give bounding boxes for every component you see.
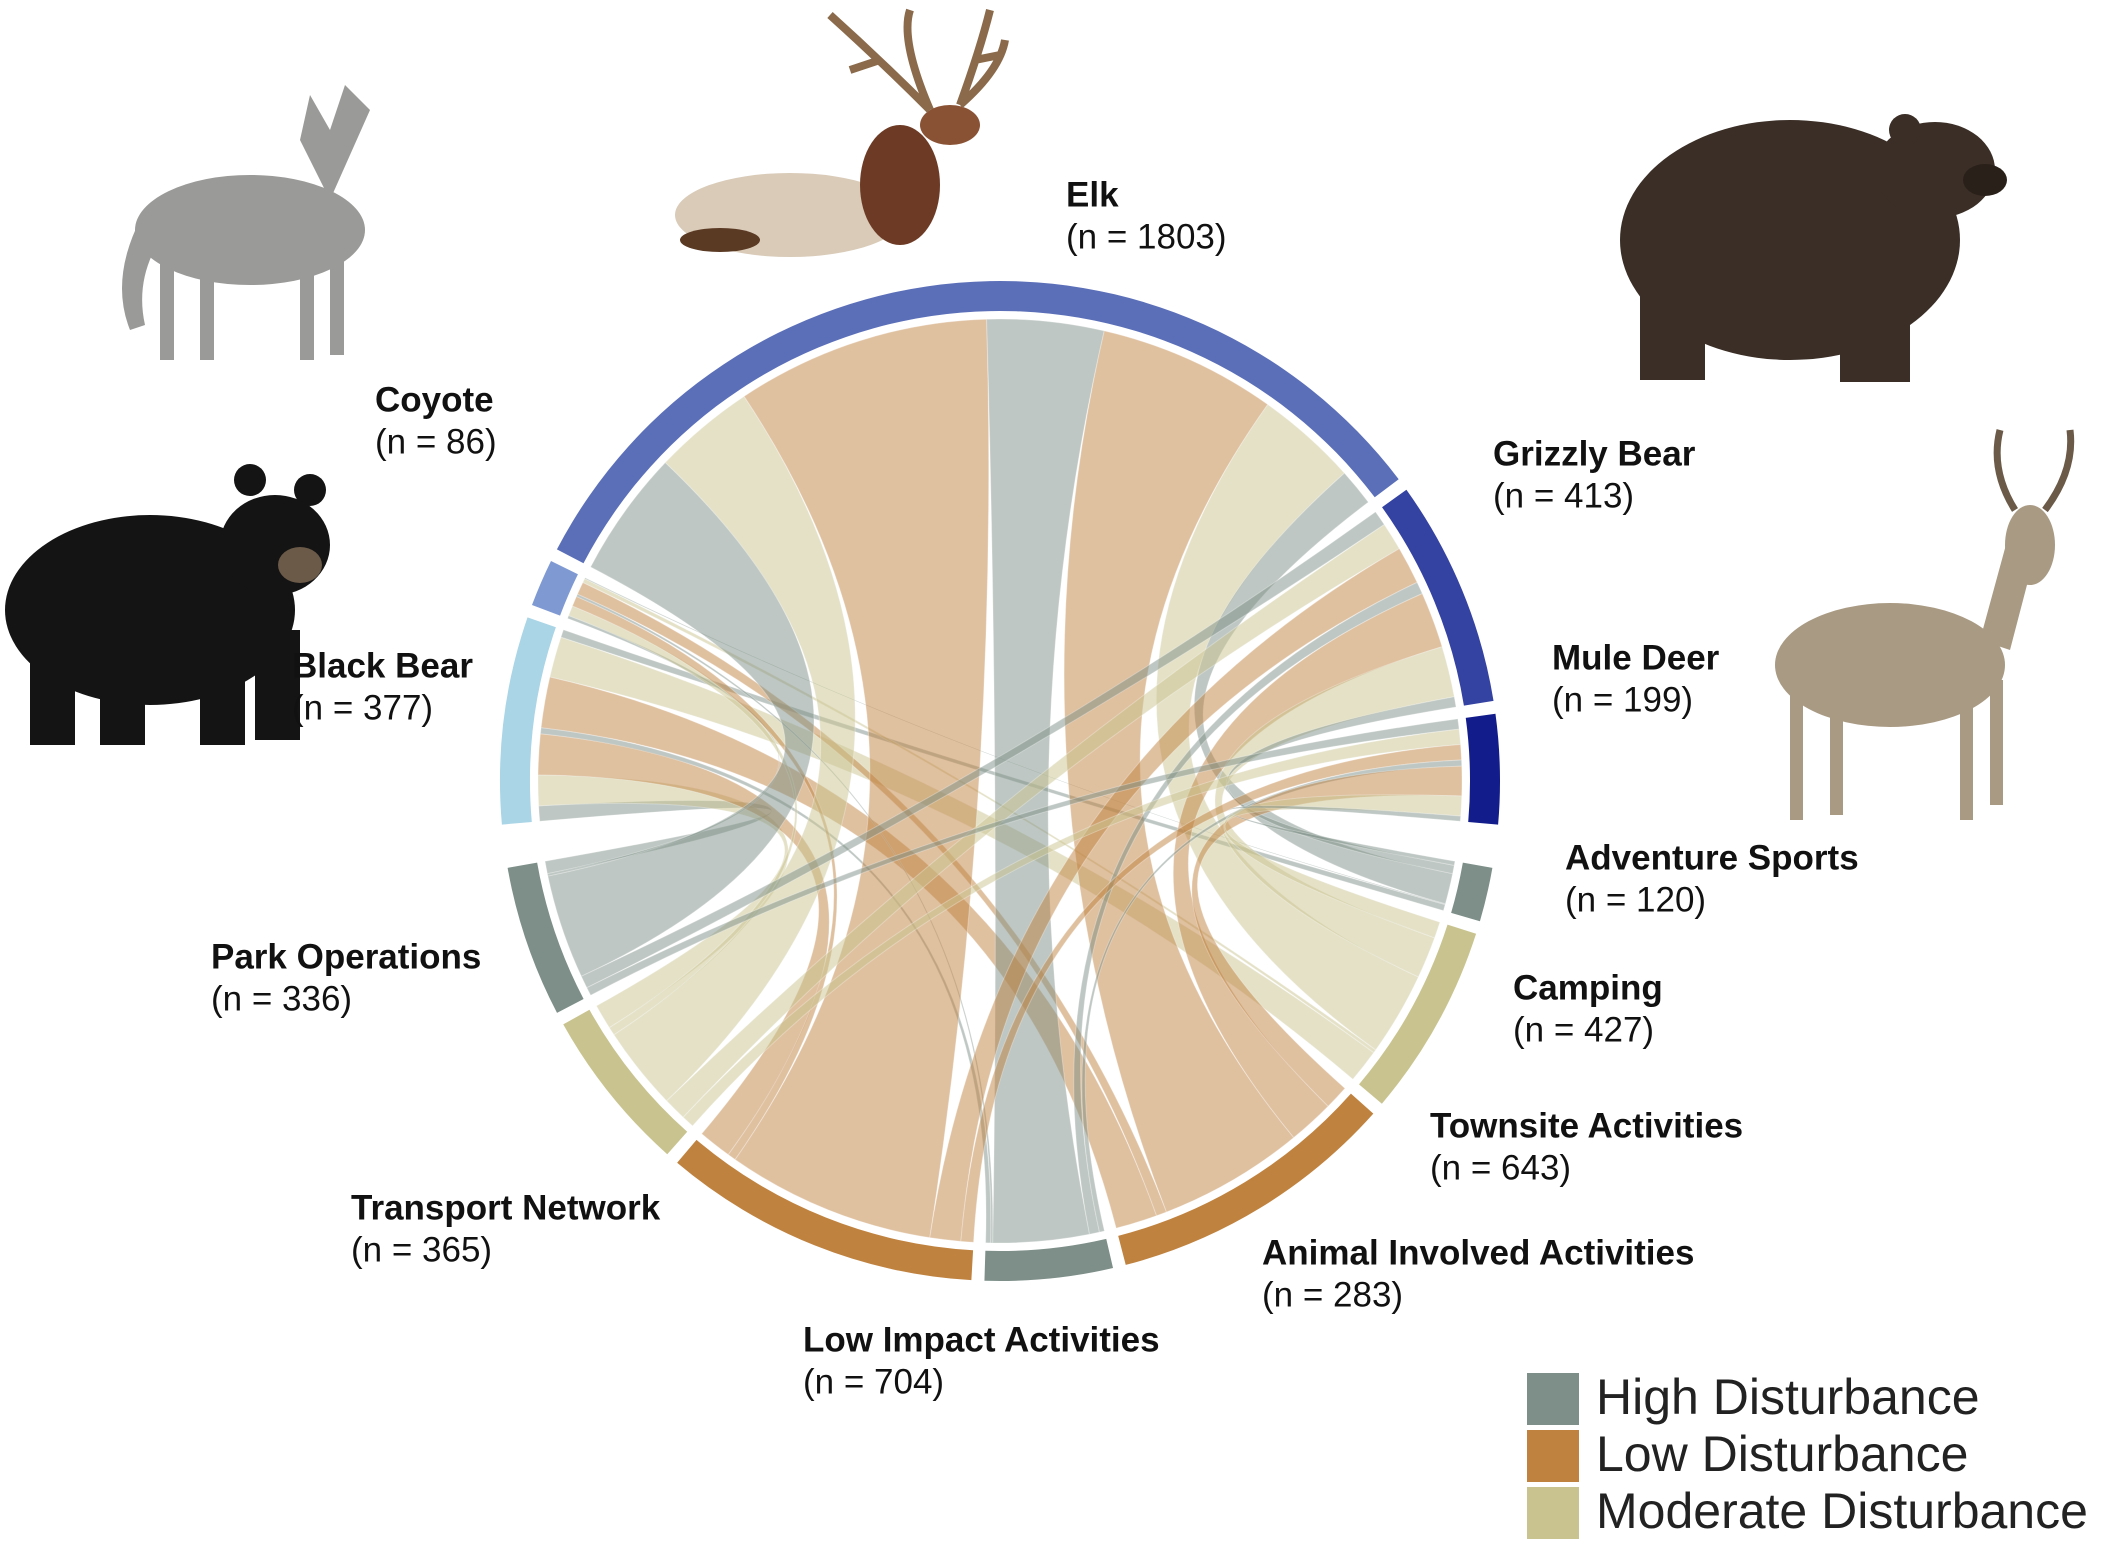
legend-label: Moderate Disturbance — [1596, 1483, 2088, 1539]
group-count: (n = 199) — [1552, 680, 1693, 719]
grizzly-bear-illustration — [1620, 114, 2007, 382]
coyote-illustration — [122, 85, 370, 360]
target-arc — [507, 862, 584, 1013]
chord — [613, 395, 856, 1102]
group-name: Grizzly Bear — [1493, 434, 1696, 473]
group-name: Park Operations — [211, 937, 481, 976]
chord — [682, 728, 1462, 1127]
group-name: Coyote — [375, 380, 494, 419]
target-arc — [563, 1009, 688, 1155]
chord — [960, 744, 1463, 1243]
chord — [1228, 805, 1462, 866]
group-name: Animal Involved Activities — [1262, 1233, 1694, 1272]
source-arc — [1465, 713, 1500, 825]
group-count: (n = 377) — [292, 688, 433, 727]
target-arc — [1358, 924, 1477, 1104]
legend-swatch — [1527, 1487, 1579, 1539]
source-arc — [531, 561, 578, 616]
legend-label: High Disturbance — [1596, 1369, 1980, 1425]
legend-swatch — [1527, 1373, 1579, 1425]
mule-deer-illustration — [1775, 429, 2075, 820]
group-name: Black Bear — [292, 646, 473, 685]
group-name: Mule Deer — [1552, 638, 1720, 677]
group-count: (n = 427) — [1513, 1010, 1654, 1049]
group-name: Adventure Sports — [1565, 838, 1859, 877]
chords — [537, 318, 1463, 1244]
group-count: (n = 86) — [375, 422, 497, 461]
group-name: Elk — [1066, 175, 1119, 214]
source-arc — [1382, 489, 1494, 706]
group-name: Transport Network — [351, 1188, 661, 1227]
group-name: Low Impact Activities — [803, 1320, 1160, 1359]
source-arc — [499, 617, 556, 825]
group-count: (n = 413) — [1493, 476, 1634, 515]
group-count: (n = 704) — [803, 1362, 944, 1401]
group-count: (n = 336) — [211, 979, 352, 1018]
target-arc — [984, 1238, 1114, 1282]
legend-swatch — [1527, 1430, 1579, 1482]
chord — [734, 318, 990, 1239]
group-count: (n = 120) — [1565, 880, 1706, 919]
chord — [586, 718, 1460, 996]
group-count: (n = 365) — [351, 1230, 492, 1269]
source-arc — [556, 280, 1399, 564]
target-arc — [1451, 862, 1493, 922]
target-arc — [1118, 1093, 1374, 1265]
group-count: (n = 1803) — [1066, 217, 1227, 256]
elk-illustration — [675, 8, 1009, 257]
black-bear-illustration — [5, 464, 330, 745]
group-count: (n = 283) — [1262, 1275, 1403, 1314]
group-name: Townsite Activities — [1430, 1106, 1743, 1145]
group-name: Camping — [1513, 968, 1663, 1007]
target-arc — [677, 1139, 974, 1281]
legend-label: Low Disturbance — [1596, 1426, 1968, 1482]
group-count: (n = 643) — [1430, 1148, 1571, 1187]
